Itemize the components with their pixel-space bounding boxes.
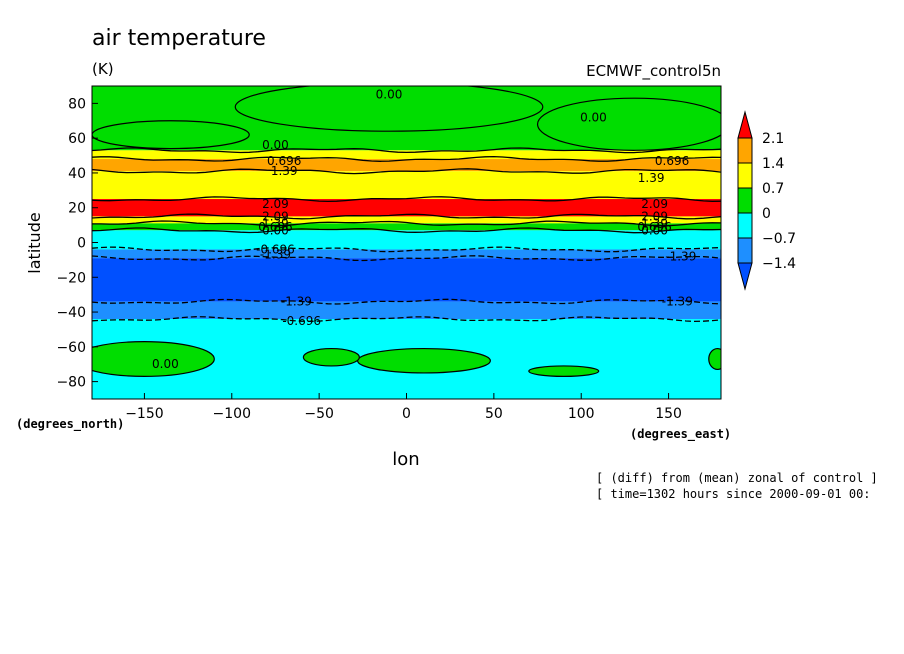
band-10 — [92, 301, 721, 320]
contour-label-20: -1.39 — [281, 295, 312, 309]
blob-6 — [528, 365, 600, 377]
blob-2 — [92, 120, 250, 150]
colorbar-segment-1 — [737, 137, 753, 164]
y-tick-label-6: −40 — [56, 305, 86, 321]
contour-label-8: 2.09 — [641, 197, 668, 211]
y-axis-ticks: 80 60 40 20 0 −20 −40 −60 −80 — [56, 96, 98, 391]
contour-label-11: 1.39 — [262, 216, 289, 230]
contour-label-14: 0.696 — [637, 220, 671, 234]
blob-7 — [708, 347, 721, 371]
colorbar-segment-4 — [737, 212, 753, 239]
x-tick-label-0: −150 — [125, 406, 163, 422]
colorbar-segment-3 — [737, 187, 753, 214]
contour-line-2 — [92, 155, 721, 162]
y-tick-label-8: −80 — [56, 375, 86, 391]
contour-label-10: 2.09 — [641, 209, 668, 223]
contour-line-5 — [92, 213, 721, 220]
chart-units: (K) — [92, 60, 114, 78]
contour-label-6: 1.39 — [638, 171, 665, 185]
band-9 — [92, 258, 721, 302]
contour-line-10 — [92, 298, 721, 305]
x-tick-label-3: 0 — [402, 406, 411, 422]
y-units-label: (degrees_north) — [16, 417, 124, 432]
colorbar-segment-5 — [737, 237, 753, 264]
band-4 — [92, 199, 721, 217]
x-axis-ticks: −150 −100 −50 0 50 100 150 — [125, 393, 682, 422]
band-5 — [92, 216, 721, 224]
contour-label-13: 0.696 — [258, 220, 292, 234]
contour-lines — [92, 147, 721, 323]
blob-4 — [356, 347, 491, 374]
colorbar-bottom-arrow — [737, 262, 753, 291]
contour-label-2: 0.00 — [262, 138, 289, 152]
contour-label-23: 0.00 — [152, 357, 179, 371]
x-tick-label-5: 100 — [568, 406, 595, 422]
contour-line-8 — [92, 246, 721, 253]
colorbar-top-arrow — [737, 110, 753, 139]
dataset-label: ECMWF_control5n — [586, 62, 721, 81]
band-7 — [92, 230, 721, 250]
filled-blobs — [92, 86, 721, 377]
contour-label-1: 0.00 — [580, 110, 607, 124]
band-6 — [92, 223, 721, 231]
note-line-1: [ (diff) from (mean) zonal of control ] — [596, 471, 878, 485]
blob-1 — [536, 97, 721, 151]
blob-5 — [302, 347, 360, 367]
colorbar-label-0: 2.1 — [762, 131, 784, 147]
contour-label-22: -0.696 — [282, 314, 321, 328]
x-tick-label-1: −100 — [213, 406, 251, 422]
contour-label-15: 0.00 — [262, 223, 289, 237]
x-tick-label-6: 150 — [655, 406, 682, 422]
contour-line-1 — [92, 147, 721, 154]
contour-line-7 — [92, 227, 721, 234]
contour-line-3 — [92, 168, 721, 175]
note-line-2: [ time=1302 hours since 2000-09-01 00: — [596, 487, 871, 501]
colorbar-label-3: 0 — [762, 206, 771, 222]
y-tick-label-4: 0 — [77, 236, 86, 252]
y-axis-label: latitude — [25, 212, 44, 273]
colorbar: 2.1 1.4 0.7 0 −0.7 −1.4 — [737, 110, 796, 291]
y-tick-label-1: 60 — [68, 131, 86, 147]
colorbar-label-1: 1.4 — [762, 156, 784, 172]
contour-label-12: 1.39 — [641, 216, 668, 230]
colorbar-label-5: −1.4 — [762, 256, 796, 272]
contour-label-3: 0.696 — [267, 154, 301, 168]
band-8 — [92, 249, 721, 259]
blob-0 — [234, 86, 544, 132]
contour-line-6 — [92, 220, 721, 227]
contour-label-4: 0.696 — [655, 154, 689, 168]
contour-line-4 — [92, 196, 721, 203]
contour-label-19: -1.39 — [665, 249, 696, 263]
colorbar-label-4: −0.7 — [762, 231, 796, 247]
contour-label-18: -1.39 — [260, 248, 291, 262]
y-tick-label-7: −60 — [56, 340, 86, 356]
x-axis-label: lon — [392, 449, 419, 470]
contour-label-0: 0.00 — [376, 88, 403, 102]
y-tick-label-5: −20 — [56, 270, 86, 286]
x-tick-label-4: 50 — [485, 406, 503, 422]
colorbar-segment-2 — [737, 162, 753, 189]
contour-label-17: -0.696 — [256, 242, 295, 256]
y-tick-label-3: 20 — [68, 201, 86, 217]
band-3 — [92, 171, 721, 200]
y-tick-label-2: 40 — [68, 166, 86, 182]
contour-line-9 — [92, 255, 721, 262]
contour-label-9: 2.09 — [262, 209, 289, 223]
contour-label-7: 2.09 — [262, 197, 289, 211]
contour-label-16: 0.00 — [641, 223, 668, 237]
blob-3 — [92, 341, 215, 377]
x-units-label: (degrees_east) — [630, 427, 731, 442]
x-tick-label-2: −50 — [304, 406, 334, 422]
y-tick-label-0: 80 — [68, 96, 86, 112]
contour-label-5: 1.39 — [271, 164, 298, 178]
band-1 — [92, 150, 721, 160]
colorbar-label-2: 0.7 — [762, 181, 784, 197]
contour-line-11 — [92, 316, 721, 323]
chart-title: air temperature — [92, 26, 266, 51]
band-2 — [92, 159, 721, 172]
contour-label-21: -1.39 — [662, 295, 693, 309]
